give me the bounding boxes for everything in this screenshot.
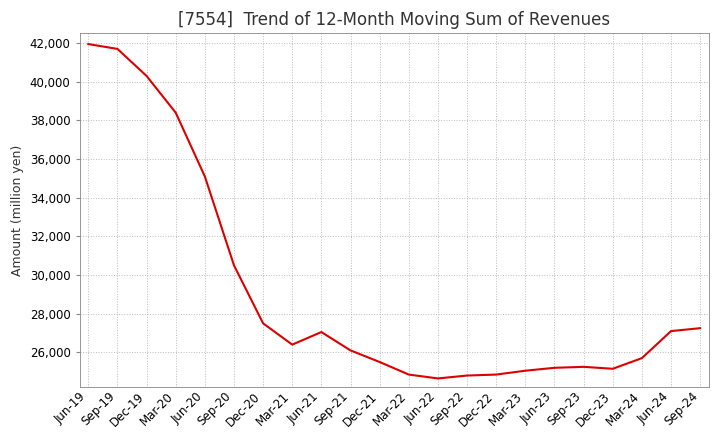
- Y-axis label: Amount (million yen): Amount (million yen): [11, 145, 24, 276]
- Title: [7554]  Trend of 12-Month Moving Sum of Revenues: [7554] Trend of 12-Month Moving Sum of R…: [178, 11, 611, 29]
